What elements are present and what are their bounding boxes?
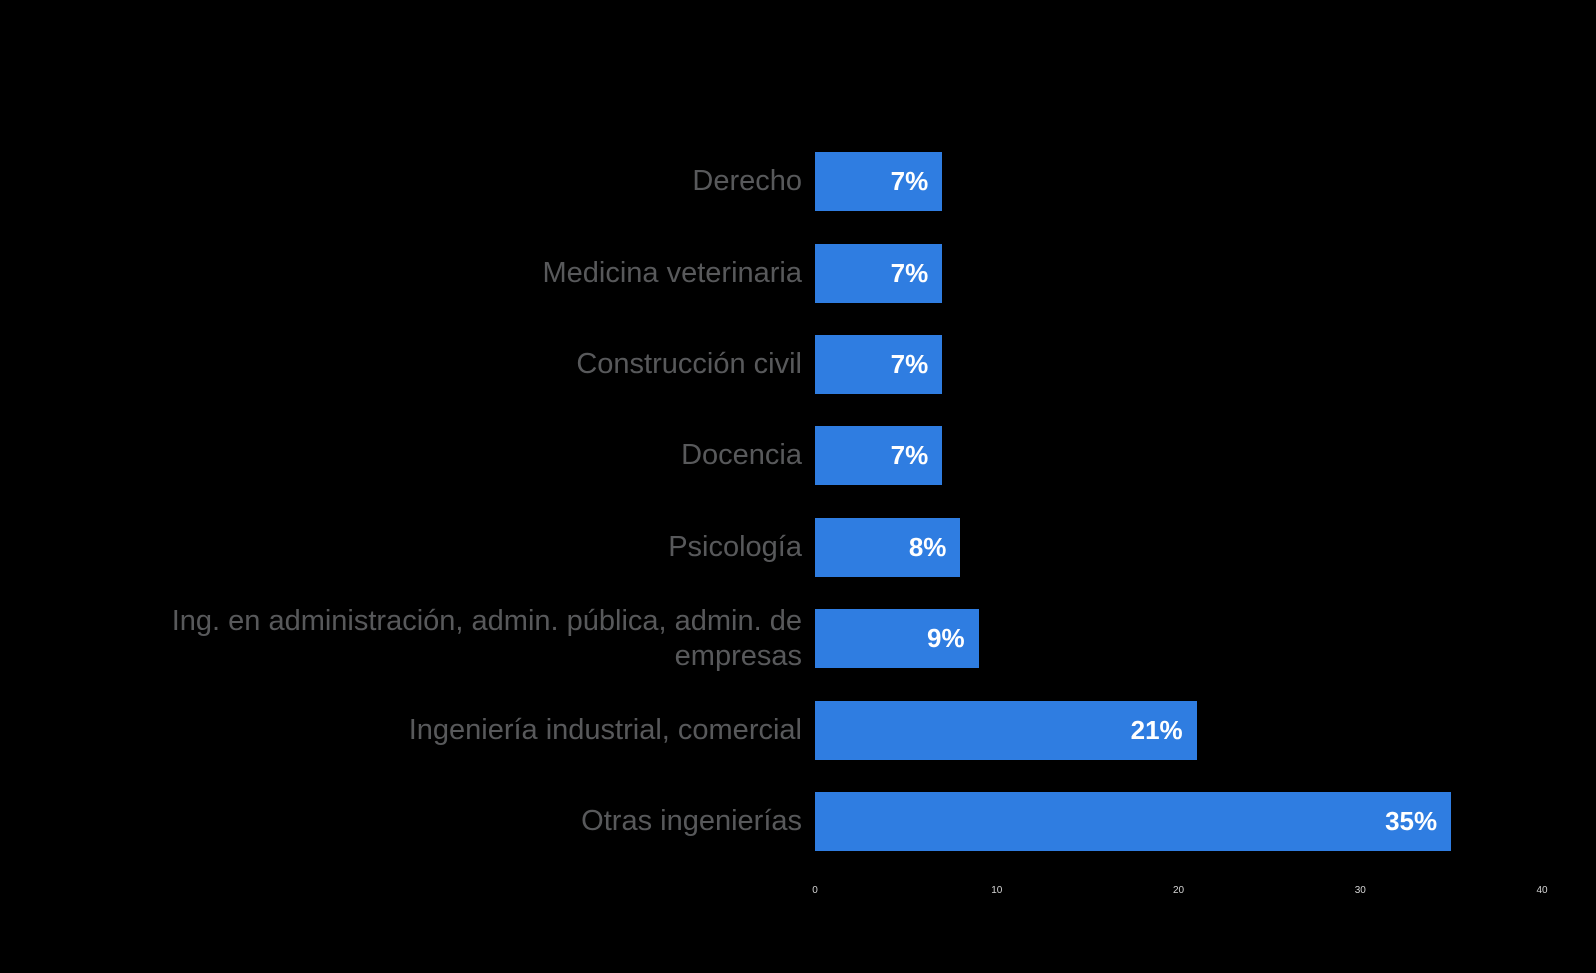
category-label: Ingeniería industrial, comercial	[408, 713, 802, 746]
bar-track: 7%	[815, 243, 1542, 303]
value-label: 9%	[926, 623, 965, 654]
category-label: Docencia	[681, 439, 802, 472]
value-label: 7%	[890, 348, 929, 379]
category-label: Derecho	[692, 165, 802, 198]
bar: 9%	[815, 609, 979, 669]
value-label: 7%	[890, 440, 929, 471]
bar: 7%	[815, 243, 943, 303]
bar-row: Ing. en administración, admin. pública, …	[100, 593, 1542, 684]
bar: 21%	[815, 700, 1197, 760]
bar-row: Otras ingenierías 35%	[100, 776, 1542, 867]
bar: 35%	[815, 791, 1452, 851]
bar-row: Construcción civil 7%	[100, 319, 1542, 410]
value-label: 8%	[908, 531, 947, 562]
x-tick-label: 0	[812, 885, 818, 896]
bar-track: 7%	[815, 426, 1542, 486]
bar-track: 9%	[815, 609, 1542, 669]
value-label: 7%	[890, 257, 929, 288]
x-tick-label: 40	[1536, 885, 1548, 896]
bar-row: Medicina veterinaria 7%	[100, 227, 1542, 318]
bar-track: 7%	[815, 334, 1542, 394]
category-label: Medicina veterinaria	[542, 256, 802, 289]
x-tick-label: 10	[991, 885, 1003, 896]
bar-track: 8%	[815, 517, 1542, 577]
category-label: Ing. en administración, admin. pública, …	[171, 604, 802, 672]
x-axis: 0 10 20 30 40	[812, 884, 1547, 900]
bar-row: Docencia 7%	[100, 410, 1542, 501]
x-tick-label: 20	[1172, 885, 1185, 896]
bar-track: 21%	[815, 700, 1542, 760]
bar-rows: Derecho 7% Medicina veterinaria 7% Construcc…	[100, 136, 1542, 867]
bar-track: 35%	[815, 791, 1542, 851]
bar: 7%	[815, 426, 943, 486]
bar-chart: Derecho 7% Medicina veterinaria 7% Construcc…	[100, 136, 1542, 867]
bar: 7%	[815, 334, 943, 394]
category-label: Construcción civil	[576, 348, 802, 381]
x-tick-label: 30	[1354, 885, 1366, 896]
bar: 7%	[815, 152, 943, 212]
value-label: 7%	[890, 166, 929, 197]
bar-row: Derecho 7%	[100, 136, 1542, 227]
bar-row: Psicología 8%	[100, 502, 1542, 593]
bar: 8%	[815, 517, 961, 577]
bar-track: 7%	[815, 152, 1542, 212]
value-label: 21%	[1130, 714, 1183, 745]
category-label: Otras ingenierías	[581, 805, 802, 838]
category-label: Psicología	[668, 530, 802, 563]
bar-row: Ingeniería industrial, comercial 21%	[100, 684, 1542, 775]
value-label: 35%	[1385, 805, 1438, 836]
